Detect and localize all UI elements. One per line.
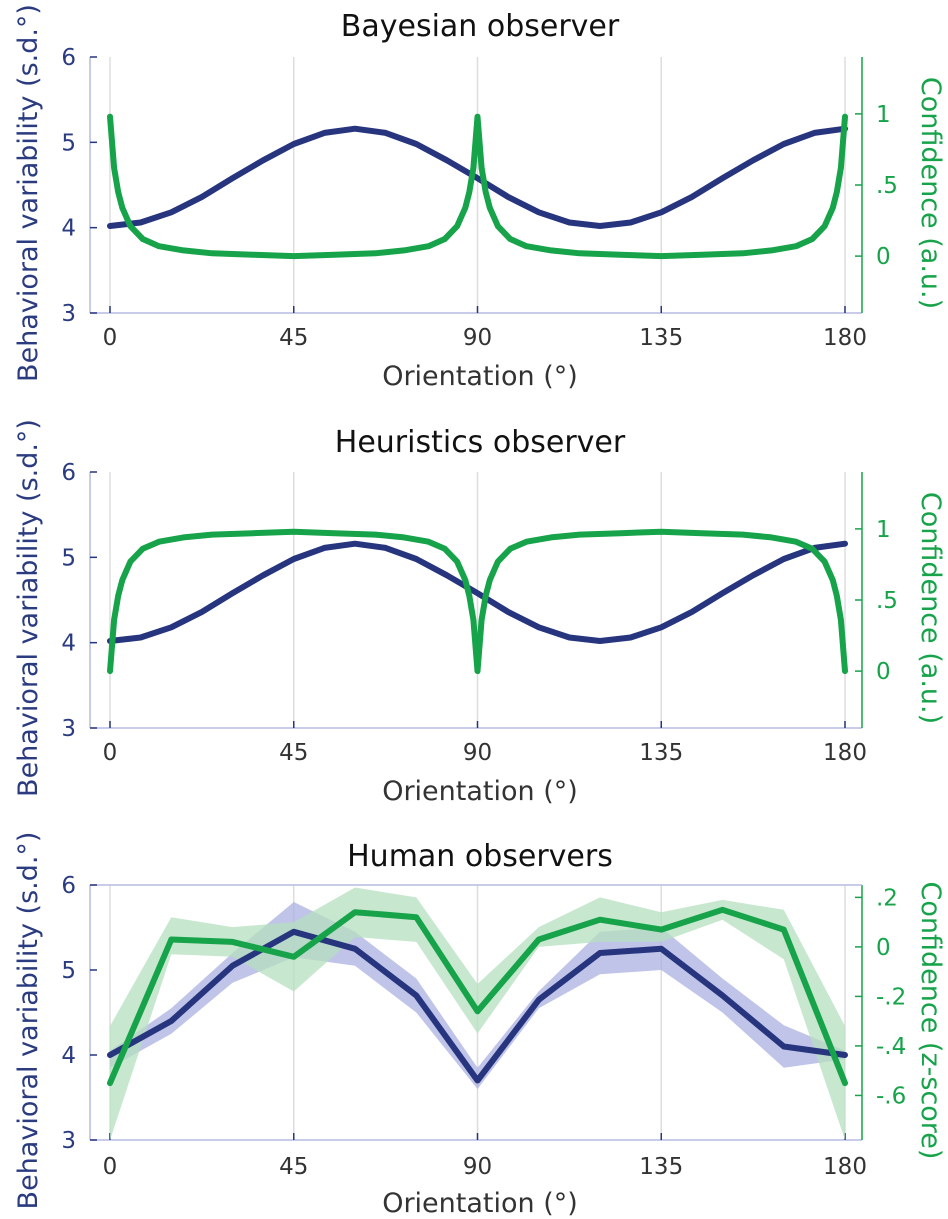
y-right-tick-label: 1 — [876, 102, 891, 128]
x-tick-label: 90 — [463, 325, 492, 351]
confidence-series-line — [107, 528, 848, 675]
chart-title: Bayesian observer — [341, 9, 620, 44]
chart-title: Heuristics observer — [335, 425, 626, 460]
y-left-tick-label: 5 — [61, 958, 76, 984]
confidence-series-line — [107, 113, 848, 260]
y-left-tick-label: 5 — [61, 130, 76, 156]
x-tick-label: 180 — [823, 325, 867, 351]
chart-title: Human observers — [347, 839, 613, 874]
x-tick-label: 135 — [639, 325, 683, 351]
y-left-axis-label: Behavioral variability (s.d.°) — [13, 419, 44, 797]
x-tick-label: 0 — [103, 1154, 118, 1180]
x-axis-label: Orientation (°) — [382, 1188, 578, 1219]
x-axis-label: Orientation (°) — [382, 776, 578, 807]
y-left-axis-label: Behavioral variability (s.d.°) — [13, 4, 44, 382]
y-left-tick-label: 5 — [61, 545, 76, 571]
y-right-tick-label: 0 — [876, 659, 891, 685]
y-right-tick-label: -.4 — [876, 1034, 906, 1060]
y-left-tick-label: 3 — [61, 301, 76, 327]
y-right-tick-label: .5 — [876, 173, 898, 199]
variability-series-line — [107, 928, 848, 1084]
variability-series-line — [107, 125, 848, 229]
confidence-series-line — [107, 906, 848, 1087]
y-left-tick-label: 6 — [61, 873, 76, 899]
y-right-axis-label: Confidence (a.u.) — [915, 492, 946, 724]
y-right-axis-label: Confidence (a.u.) — [915, 77, 946, 309]
y-right-tick-label: 0 — [876, 935, 891, 961]
y-left-tick-label: 4 — [61, 631, 76, 657]
variability-series-line — [107, 540, 848, 644]
y-left-tick-label: 4 — [61, 1043, 76, 1069]
y-left-tick-label: 6 — [61, 460, 76, 486]
y-right-tick-label: .5 — [876, 588, 898, 614]
y-left-tick-label: 3 — [61, 1128, 76, 1154]
x-tick-label: 90 — [463, 740, 492, 766]
y-right-tick-label: -.2 — [876, 984, 906, 1010]
x-tick-label: 135 — [639, 740, 683, 766]
y-left-tick-label: 4 — [61, 216, 76, 242]
y-right-tick-label: .2 — [876, 885, 898, 911]
x-tick-label: 90 — [463, 1154, 492, 1180]
y-right-axis-label: Confidence (z-score) — [915, 882, 946, 1160]
y-right-tick-label: -.6 — [876, 1083, 906, 1109]
x-tick-label: 180 — [823, 740, 867, 766]
x-tick-label: 135 — [639, 1154, 683, 1180]
x-tick-label: 45 — [279, 1154, 308, 1180]
y-right-tick-label: 1 — [876, 517, 891, 543]
x-tick-label: 45 — [279, 740, 308, 766]
x-tick-label: 180 — [823, 1154, 867, 1180]
y-left-tick-label: 6 — [61, 45, 76, 71]
x-axis-label: Orientation (°) — [382, 361, 578, 392]
y-left-tick-label: 3 — [61, 716, 76, 742]
x-tick-label: 0 — [103, 325, 118, 351]
x-tick-label: 45 — [279, 325, 308, 351]
y-left-axis-label: Behavioral variability (s.d.°) — [13, 832, 44, 1210]
y-right-tick-label: 0 — [876, 244, 891, 270]
x-tick-label: 0 — [103, 740, 118, 766]
